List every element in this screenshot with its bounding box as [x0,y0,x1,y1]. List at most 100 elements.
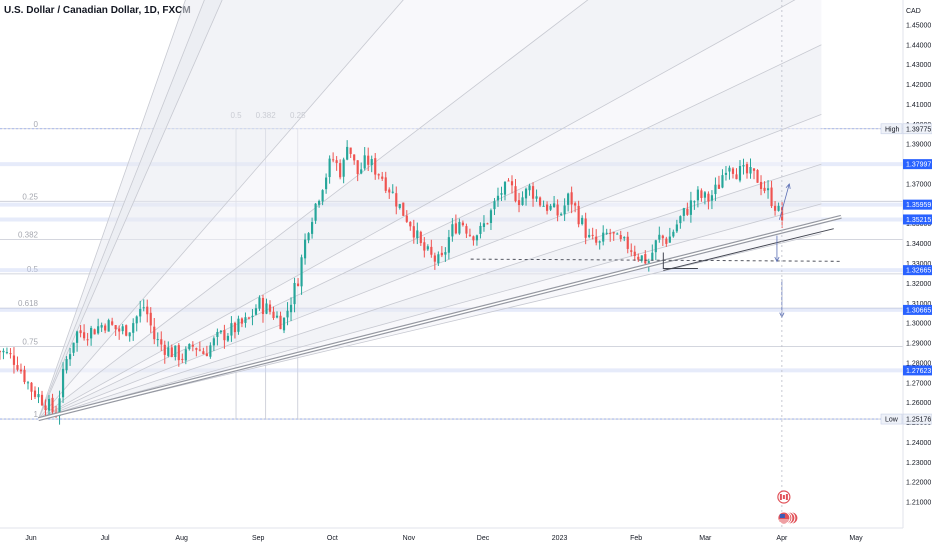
x-tick-label: Aug [175,535,188,542]
candle-body [223,330,226,341]
price-badge-tag [880,123,903,135]
candle-body [58,398,61,416]
candle-body [23,369,26,383]
candles [0,140,784,425]
candle-body [68,354,72,360]
candle-body [86,339,89,341]
candle-body [640,255,643,261]
candle-body [177,345,180,361]
y-tick-label: 1.22000 [906,480,931,487]
candle-body [416,230,419,239]
y-tick-label: 1.26000 [906,400,931,407]
candle-body [707,193,710,202]
candle-body [205,353,208,357]
candle-body [461,222,464,226]
candle-body [563,205,566,215]
candle-body [731,168,735,174]
candle-body [360,169,363,174]
candle-body [167,347,170,356]
candle-body [577,205,580,225]
candle-body [623,237,626,239]
candle-body [233,322,237,333]
candle-body [97,326,100,334]
price-badge-label: 1.27623 [906,368,931,375]
candle-body [388,189,391,193]
y-tick-label: 1.31000 [906,301,931,308]
candle-body [33,390,37,397]
fan-zone [38,0,822,420]
trendline [663,228,834,271]
x-tick-label: Dec [477,535,490,542]
candle-body [79,330,82,334]
candle-body [447,237,450,253]
candle-body [553,203,556,208]
x-tick-label: Jun [25,535,36,542]
candle-body [356,160,359,175]
candle-body [265,303,268,314]
candle-body [30,382,33,392]
candle-body [780,207,784,221]
candle-body [535,196,538,199]
price-badge-label: 1.35215 [906,217,931,224]
fan-line [38,0,589,420]
y-tick-label: 1.24000 [906,440,931,447]
candle-body [163,344,166,355]
y-tick-label: 1.35000 [906,221,931,228]
candle-body [72,342,75,353]
candle-body [128,332,131,337]
candle-body [318,200,321,205]
candle-body [489,210,493,223]
candle-body [90,327,93,339]
candle-body [381,176,384,179]
candle-body [595,236,598,243]
candle-body [118,328,121,332]
candle-body [219,330,222,333]
candle-body [26,382,30,384]
candle-body [763,187,766,191]
price-badge-label: 1.35959 [906,202,931,209]
currency-label: CAD [906,8,921,15]
candle-body [51,397,54,412]
candle-body [510,181,514,186]
y-tick-label: 1.29000 [906,341,931,348]
candle-body [374,158,377,175]
candle-body [633,251,636,257]
candle-body [602,232,605,242]
candle-body [76,331,79,343]
candle-body [528,185,531,191]
candle-body [616,233,619,235]
candle-body [261,297,265,315]
candle-body [47,398,51,411]
candle-body [353,154,356,161]
price-badge [903,304,932,315]
candle-body [721,175,724,188]
y-tick-label: 1.21000 [906,500,931,507]
candle-body [584,218,587,238]
fan-line [38,113,822,420]
candle-body [588,234,591,238]
candle-body [773,205,777,211]
candle-body [191,344,194,347]
candle-body [149,312,152,326]
fib-level-label: 0.618 [18,299,39,308]
candle-body [609,233,612,235]
candle-body [16,365,19,370]
candle-body [2,350,5,353]
candle-body [444,252,447,255]
candle-body [37,394,40,398]
candle-body [321,190,324,202]
candle-body [647,261,650,263]
price-badge-label: 1.25176 [906,417,931,424]
x-tick-label: Mar [699,535,712,542]
candle-body [472,236,475,241]
candle-body [591,234,594,236]
candle-body [710,195,714,201]
candle-body [675,224,678,232]
candle-body [339,163,342,178]
candle-body [619,235,622,240]
candle-body [777,205,780,211]
candle-body [696,189,699,201]
candle-body [423,242,426,251]
